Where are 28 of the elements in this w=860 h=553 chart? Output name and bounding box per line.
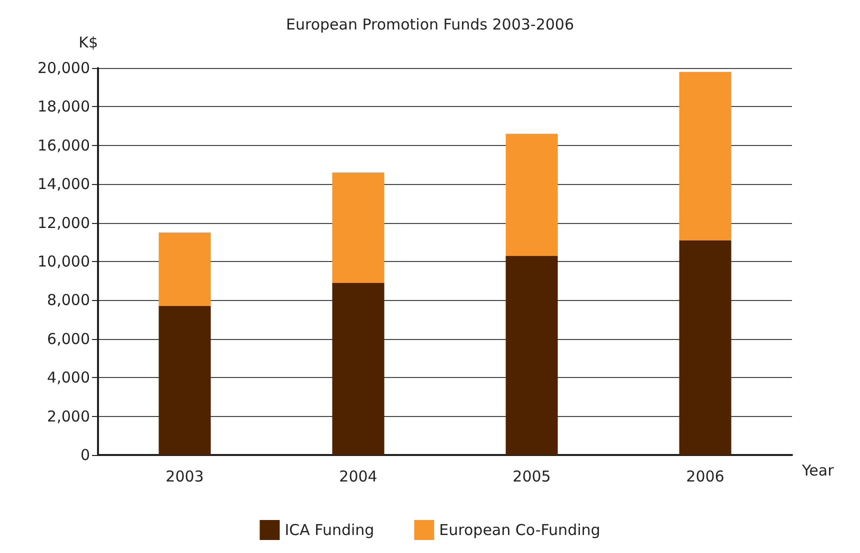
x-tick-label: 2005	[512, 468, 551, 486]
y-tick-label: 10,000	[38, 252, 90, 270]
y-tick-label: 16,000	[38, 136, 90, 154]
y-tick-label: 14,000	[38, 175, 90, 194]
y-tick-label: 20,000	[38, 59, 90, 77]
x-tick-label: 2003	[166, 468, 204, 486]
y-tick-label: 2,000	[47, 407, 90, 426]
chart-title: European Promotion Funds 2003-2006	[286, 16, 574, 34]
y-tick-label: 4,000	[47, 368, 90, 387]
bar	[506, 134, 558, 256]
y-tick-label: 8,000	[47, 291, 90, 310]
bar	[679, 240, 732, 455]
x-tick-label: 2004	[339, 468, 378, 486]
x-tick-label: 2006	[686, 468, 724, 486]
legend-label: European Co-Funding	[439, 521, 600, 539]
y-tick-label: 18,000	[38, 98, 90, 116]
bar	[506, 256, 558, 455]
x-axis-title: Year	[801, 462, 835, 480]
bar	[158, 232, 211, 306]
y-tick-label: 6,000	[47, 330, 90, 348]
y-axis-title: K$	[78, 34, 98, 52]
legend-label: ICA Funding	[284, 521, 374, 539]
bar	[332, 282, 384, 455]
y-tick-label: 0	[80, 446, 90, 464]
y-tick-label: 12,000	[38, 214, 90, 232]
bar	[332, 172, 384, 283]
bar	[679, 72, 732, 240]
bar	[158, 306, 211, 455]
